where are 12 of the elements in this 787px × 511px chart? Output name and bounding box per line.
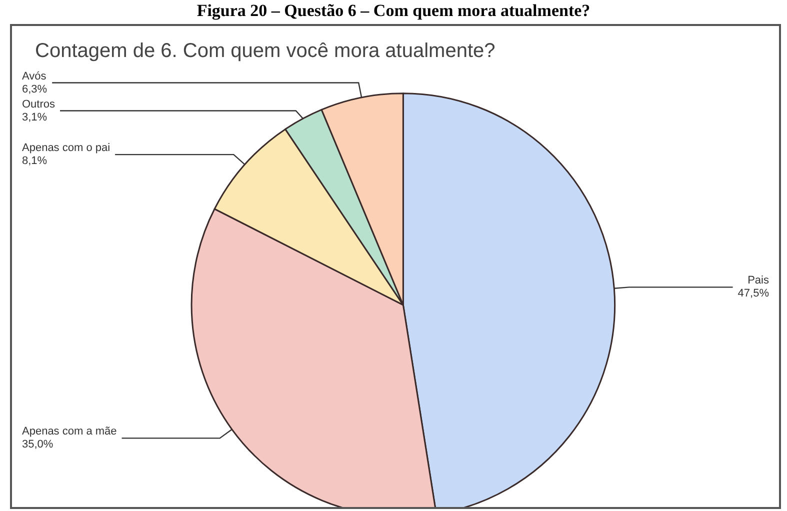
slice-label: Apenas com o pai (22, 142, 110, 154)
slice-label: Outros (22, 98, 56, 110)
slice-label: Apenas com a mãe (22, 426, 117, 438)
data-label: 47,5% (738, 288, 770, 300)
chart-subtitle: Contagem de 6. Com quem você mora atualmente? (35, 40, 496, 62)
chart-title: Figura 20 – Questão 6 – Com quem mora atualmente? (196, 0, 592, 22)
data-label: 35,0% (22, 438, 54, 451)
data-label: 3,1% (22, 111, 48, 124)
slice-label: Pais (748, 274, 770, 287)
data-label: 8,1% (22, 155, 48, 168)
slice-label: Avós (22, 70, 47, 82)
data-label: 6,3% (22, 83, 48, 96)
